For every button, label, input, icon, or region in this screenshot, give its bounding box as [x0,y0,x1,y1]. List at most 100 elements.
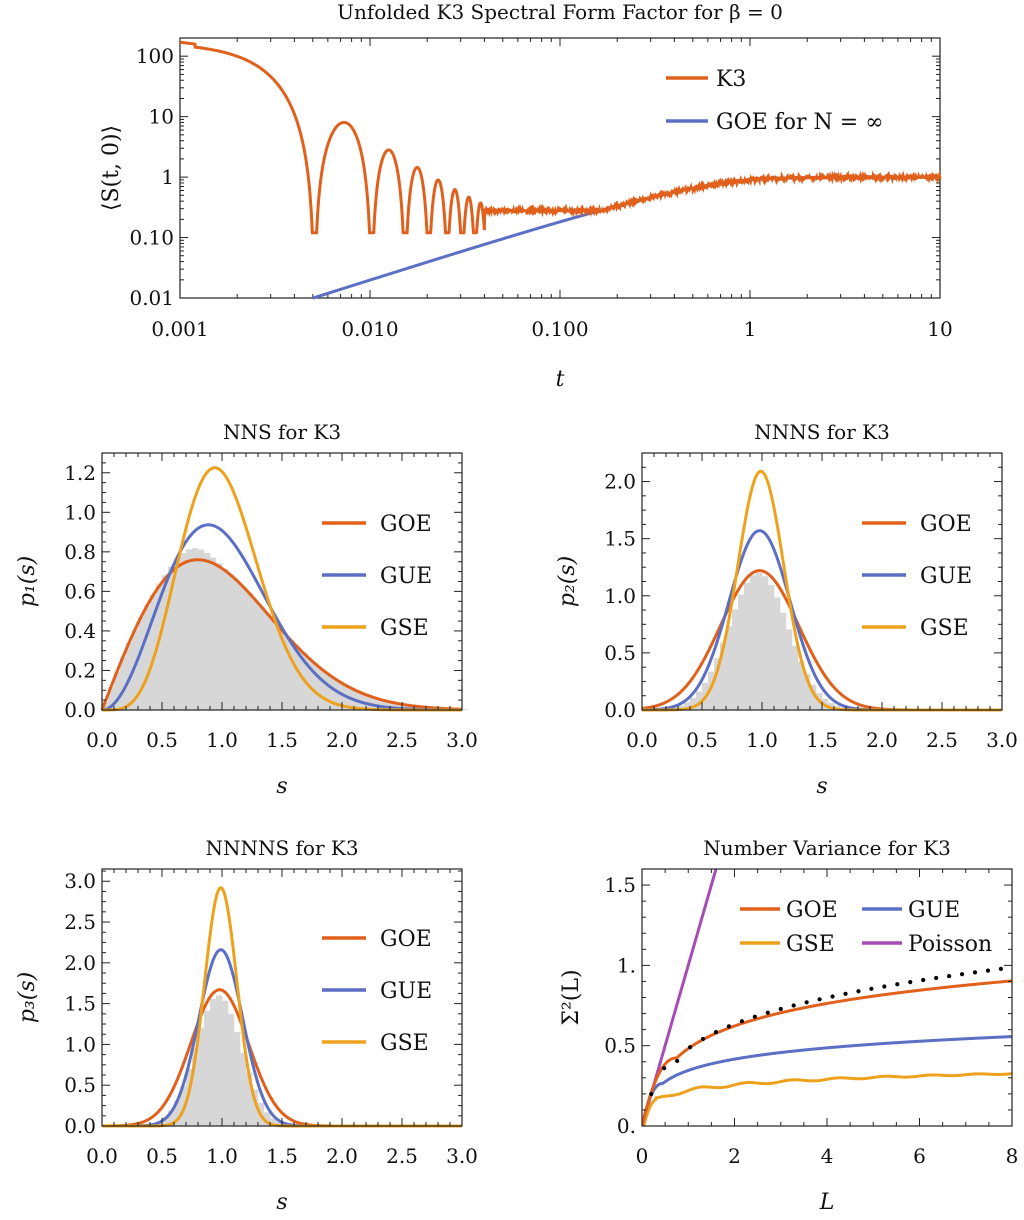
numvar-k3-point [739,1019,745,1024]
nns-ytick-label: 1.2 [64,461,96,485]
numvar-xlabel: L [819,1190,835,1215]
nnns-legend-goe-label: GOE [920,512,972,537]
numvar-k3-point [869,986,874,991]
nns-ytick-label: 1.0 [64,500,96,524]
nnnns-ytick-label: 3.0 [64,869,96,893]
nns-hist-bar [336,681,343,710]
numvar-k3-point [985,968,991,973]
nnnns-hist-bar [204,1010,211,1126]
nns-hist-bar [174,559,181,710]
numvar-k3-point [830,994,835,999]
nns-hist-bar [198,549,205,710]
nns-hist-bar [114,671,121,710]
numvar-k3-point [908,980,913,985]
sff-legend-k3-label: K3 [716,67,746,92]
numvar-gse-series [642,1072,1012,1126]
nns-hist-bar [270,620,277,710]
nns-hist-bar [180,553,187,710]
nns-hist-bar [228,574,235,710]
nnnns-hist-bar [228,1013,235,1126]
nnnns-hist-bar [180,1086,187,1126]
nns-ytick-label: 0.6 [64,579,96,603]
nns-hist-bar [144,605,151,710]
sff-xlabel: t [556,367,565,392]
sff-ytick-label: 0.01 [129,286,174,310]
numvar-k3-point [947,973,952,979]
nnns-hist-bar [774,597,781,710]
nnns-title: NNNS for K3 [754,420,890,444]
nnns-hist-bar [696,691,703,710]
numvar-plot-area [642,869,1012,1126]
nnnns-gse-series [102,886,462,1128]
nnnns-xtick-label: 2.0 [326,1144,358,1168]
nnnns-hist-bar [252,1089,259,1126]
numvar-legend-gse-label: GSE [786,932,835,957]
nns-hist-bar [294,646,301,710]
numvar-ylabel: Σ²(L) [559,969,584,1025]
nnns-hist-bar [708,671,715,710]
nns-chart: NNS for K3 0.0 0.5 1.0 1.5 2.0 2.5 3.0 0.0 0.2 0.4… [15,420,478,799]
nns-hist-bar [132,629,139,710]
numvar-k3-point [972,970,978,975]
nns-legend-gue-label: GUE [380,564,432,589]
sff-ylabel: ⟨S(t, 0)⟩ [99,125,124,211]
nns-hist-bar [252,599,259,710]
nnns-xtick-label: 2.0 [866,728,898,752]
numvar-xtick-label: 4 [821,1144,834,1168]
nns-hist-bar [234,580,241,710]
nnnns-ytick-label: 0.0 [64,1114,96,1138]
nnnns-ytick-label: 2.0 [64,951,96,975]
nnns-hist-bar [720,642,727,710]
nns-hist-bar [396,703,403,710]
nnnns-hist-bar [198,1028,205,1126]
nns-xtick-label: 0.0 [86,728,118,752]
nnnns-xtick-label: 2.5 [386,1144,418,1168]
numvar-k3-point [649,1091,654,1097]
nns-hist-bar [162,575,169,710]
numvar-k3-point [765,1010,770,1015]
numvar-k3-point [895,982,900,987]
nnns-hist-bar [798,661,805,710]
nnnns-title: NNNNS for K3 [205,836,358,860]
numvar-k3-point [662,1066,667,1071]
nns-hist-bar [150,594,157,710]
numvar-k3-point [752,1014,757,1019]
nns-hist-bar [288,640,295,710]
numvar-ytick-label: 1. [617,953,636,977]
nnns-hist-bar [762,576,769,710]
nnnns-ylabel: p₃(s) [15,972,40,1023]
nnns-hist-bar [768,584,775,710]
sff-legend-goe-label: GOE for N = ∞ [716,110,884,135]
sff-title: Unfolded K3 Spectral Form Factor for β =… [337,0,783,24]
nnns-ytick-label: 1.5 [604,527,636,551]
nnnns-hist-bar [174,1100,181,1126]
sff-chart: Unfolded K3 Spectral Form Factor for β =… [99,0,953,392]
nns-hist-bar [324,673,331,710]
nns-hist-bar [204,553,211,710]
sff-xtick-label: 0.100 [531,317,588,341]
nnns-xtick-label: 1.0 [746,728,778,752]
nns-hist-bar [318,668,325,710]
sff-frame [179,37,941,299]
nns-hist-bar [330,677,337,710]
nns-hist-bar [384,701,391,710]
nnnns-hist-bar [234,1032,241,1126]
nnnns-chart: NNNNS for K3 0.0 0.5 1.0 1.5 2.0 2.5 3.0 0.0 0.5 1… [15,836,478,1215]
nns-hist-bar [372,697,379,710]
nnns-ytick-label: 0.0 [604,698,636,722]
nnnns-xtick-label: 0.5 [146,1144,178,1168]
nnnns-hist-bar [210,999,217,1126]
nns-hist-bar [192,548,199,710]
nns-hist-bar [282,633,289,710]
sff-ytick-label: 100 [136,44,174,68]
nns-xtick-label: 2.0 [326,728,358,752]
numvar-k3-point [817,997,822,1002]
numvar-gue-series [642,1035,1012,1126]
nns-ytick-label: 0.8 [64,540,96,564]
nns-xtick-label: 3.0 [446,728,478,752]
sff-xtick-label: 10 [927,317,952,341]
nnns-hist-bar [690,697,697,710]
nnns-hist-bar [732,609,739,710]
sff-xtick-label: 0.010 [341,317,398,341]
nnnns-legend-gse-label: GSE [380,1031,429,1056]
